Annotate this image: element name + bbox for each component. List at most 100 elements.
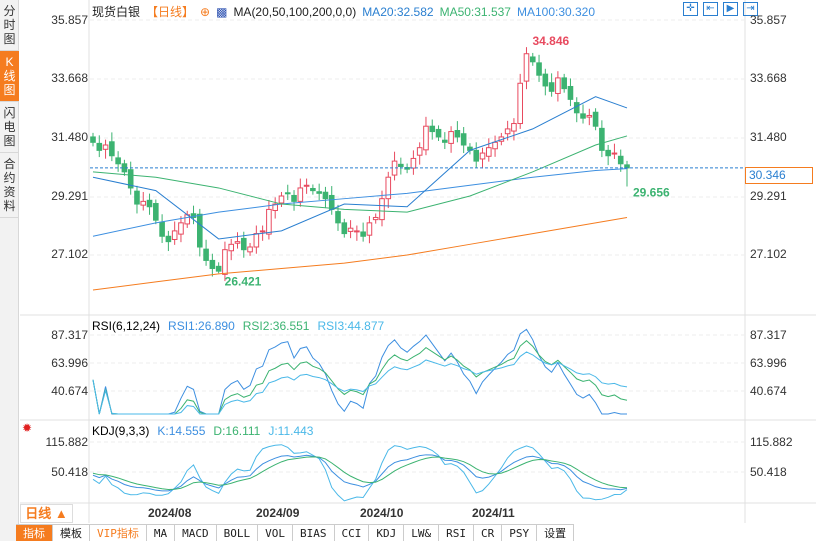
date-tick: 2024/11 [472, 506, 515, 520]
price-tick: 35.857 [51, 13, 88, 27]
tab-lw[interactable]: LW& [404, 524, 440, 541]
tab-flash[interactable]: 闪电图 [0, 102, 19, 153]
rsi-title[interactable]: RSI(6,12,24) [92, 319, 161, 333]
candle [146, 199, 153, 208]
period-label[interactable]: 【日线】 [146, 5, 195, 19]
tab-macd[interactable]: MACD [175, 524, 217, 541]
rsi-tick: 40.674 [51, 384, 88, 398]
candle [473, 149, 480, 162]
ma100-value: MA100:30.320 [516, 5, 596, 19]
candle [423, 125, 429, 151]
crosshair-icon[interactable]: ✛ [683, 2, 698, 16]
date-tick: 2024/09 [256, 506, 300, 520]
rsi-tick-right: 40.674 [750, 384, 787, 398]
tab-kline[interactable]: K线图 [0, 51, 19, 102]
ma100-line [92, 168, 628, 237]
candle [485, 147, 492, 157]
zoom-in-icon[interactable]: ▶ [723, 2, 738, 16]
candle [316, 191, 322, 194]
indicator-toolbar: 指标 模板 VIP指标 MA MACD BOLL VOL BIAS CCI KD… [16, 524, 575, 541]
price-tick-right: 31.480 [750, 130, 787, 144]
period-selector[interactable]: 日线 ▲ [20, 504, 73, 523]
ma50-value: MA50:31.537 [439, 5, 511, 19]
price-tick-right: 27.102 [750, 247, 787, 261]
candle [454, 130, 461, 138]
candle [303, 184, 310, 187]
tab-cr[interactable]: CR [474, 524, 503, 541]
tab-settings[interactable]: 设置 [537, 524, 575, 541]
price-tick: 31.480 [51, 130, 88, 144]
rsi-tick-right: 63.996 [750, 356, 787, 370]
kdj-tick: 50.418 [51, 465, 88, 479]
candle [272, 203, 278, 211]
tab-indicators[interactable]: 指标 [16, 524, 53, 541]
candle [247, 246, 253, 253]
kdj-j-line [92, 444, 628, 502]
rsi1-value: RSI1:26.890 [168, 319, 235, 333]
tab-contract-info[interactable]: 合约资料 [0, 153, 19, 218]
candle [492, 141, 498, 150]
candle [366, 222, 373, 236]
last-low-label: 29.656 [633, 185, 670, 199]
kdj-d-line [92, 456, 628, 490]
candle [209, 259, 216, 269]
candle [416, 147, 423, 156]
candle [90, 136, 96, 143]
rsi-tick-right: 87.317 [750, 328, 787, 342]
kdj-k-value: K:14.555 [157, 424, 206, 438]
rsi1-line [92, 328, 627, 415]
candle [372, 216, 379, 221]
ma-indicator-icon[interactable]: ▩ [216, 5, 228, 19]
sidebar: 分时图 K线图 闪电图 合约资料 [0, 0, 19, 541]
high-price-label: 34.846 [532, 34, 569, 48]
tab-vip-indicators[interactable]: VIP指标 [90, 524, 147, 541]
tab-timeshare[interactable]: 分时图 [0, 0, 19, 51]
tab-cci[interactable]: CCI [334, 524, 370, 541]
candle [410, 157, 417, 169]
date-tick: 2024/08 [148, 506, 192, 520]
tab-psy[interactable]: PSY [502, 524, 538, 541]
candle [347, 227, 354, 232]
zoom-end-icon[interactable]: ⇥ [743, 2, 758, 16]
rsi-tick: 87.317 [51, 328, 88, 342]
tab-bias[interactable]: BIAS [293, 524, 335, 541]
candle [96, 142, 103, 151]
candle [234, 241, 241, 244]
kdj-j-value: J:11.443 [268, 424, 314, 438]
candle [442, 139, 448, 143]
ma-label[interactable]: MA(20,50,100,200,0,0) [233, 5, 357, 19]
candle [586, 114, 593, 118]
tab-templates[interactable]: 模板 [53, 524, 90, 541]
candle [385, 176, 392, 200]
kdj-tick: 115.882 [45, 435, 89, 449]
tab-rsi[interactable]: RSI [439, 524, 474, 541]
instrument-name: 现货白银 [92, 5, 141, 19]
candle [171, 230, 178, 240]
rsi2-line [92, 340, 628, 415]
kdj-header: KDJ(9,3,3) K:14.555 D:16.111 J:11.443 [92, 424, 321, 438]
candle [291, 194, 297, 202]
tab-ma[interactable]: MA [146, 524, 176, 541]
kdj-k-line [92, 454, 628, 492]
candle [555, 77, 561, 94]
zoom-start-icon[interactable]: ⇤ [703, 2, 718, 16]
candle [322, 191, 329, 200]
candle [228, 243, 235, 252]
ma20-value: MA20:32.582 [362, 5, 434, 19]
tab-boll[interactable]: BOLL [216, 524, 259, 541]
tab-kdj[interactable]: KDJ [369, 524, 405, 541]
tab-vol[interactable]: VOL [258, 524, 293, 541]
price-tick: 29.291 [51, 189, 88, 203]
price-tick-right: 33.668 [750, 71, 787, 85]
candle [341, 222, 348, 235]
add-icon[interactable]: ⊕ [200, 5, 211, 19]
price-tick-right: 29.291 [750, 189, 787, 203]
price-tick: 33.668 [51, 71, 88, 85]
candle [605, 149, 611, 157]
candle [253, 233, 260, 248]
candle [435, 128, 442, 138]
kdj-title[interactable]: KDJ(9,3,3) [92, 424, 150, 438]
settings-sun-icon[interactable]: ✹ [22, 421, 33, 435]
candle [536, 62, 542, 76]
